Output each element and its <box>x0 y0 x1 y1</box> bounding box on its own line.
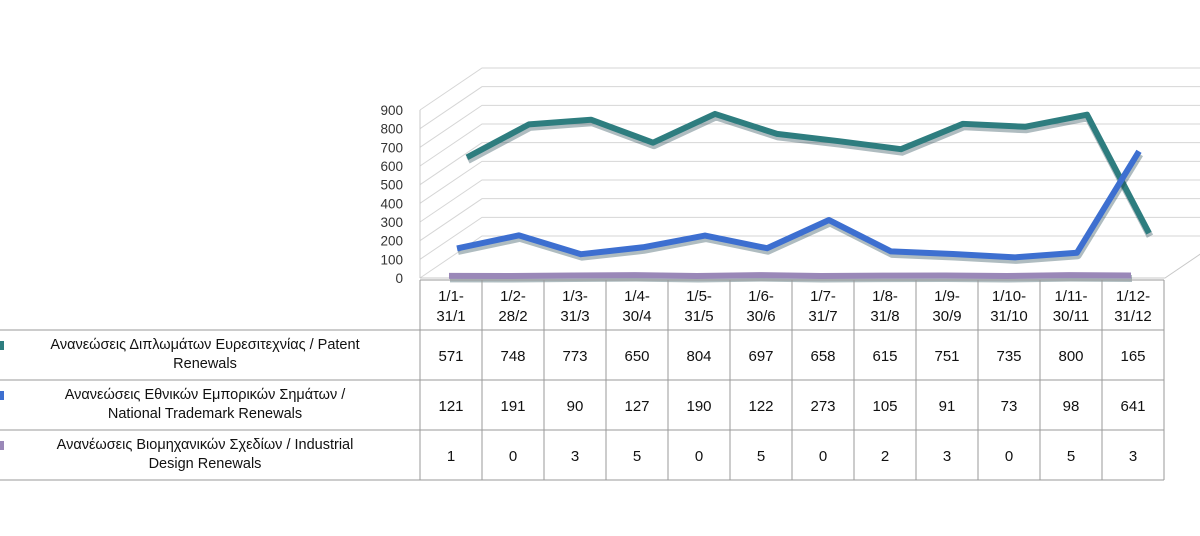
series-line <box>465 110 1152 235</box>
table-cell-value: 615 <box>872 348 897 365</box>
table-cell-value: 121 <box>438 398 463 415</box>
x-tick-label: 1/8-31/8 <box>870 288 899 325</box>
x-tick-label: 1/11-30/11 <box>1053 288 1089 325</box>
y-tick-label: 500 <box>380 178 403 193</box>
y-tick-label: 900 <box>380 103 403 118</box>
table-cell-value: 3 <box>943 448 951 465</box>
series-lines <box>448 110 1154 283</box>
x-tick-label: 1/3-31/3 <box>560 288 589 325</box>
table-cell-value: 735 <box>996 348 1021 365</box>
gridline <box>419 86 1200 130</box>
table-cell-value: 3 <box>571 448 579 465</box>
data-table: 1/1-31/1 1/2-28/2 1/3-31/3 1/4-30/4 1/5-31/5… <box>0 279 1165 481</box>
table-cell-value: 5 <box>757 448 765 465</box>
series-line <box>456 149 1142 261</box>
gridline <box>419 67 1200 111</box>
table-cell-value: 3 <box>1129 448 1137 465</box>
table-cell-value: 804 <box>686 348 711 365</box>
legend-key <box>0 341 4 350</box>
table-cell-value: 0 <box>695 448 703 465</box>
table-cell-value: 641 <box>1120 398 1145 415</box>
gridline <box>419 142 1200 186</box>
series-label: Ανανέωσεις Βιομηχανικών Σχεδίων / Indust… <box>57 437 354 472</box>
table-cell-value: 90 <box>567 398 584 415</box>
series-line-shadow <box>457 152 1143 264</box>
table-cell-value: 748 <box>500 348 525 365</box>
table-cell-value: 0 <box>819 448 827 465</box>
y-tick-label: 800 <box>380 122 403 137</box>
table-cell-value: 191 <box>500 398 525 415</box>
table-cell-value: 697 <box>748 348 773 365</box>
table-cell-value: 1 <box>447 448 455 465</box>
table-cell-value: 190 <box>686 398 711 415</box>
x-tick-label: 1/4-30/4 <box>622 288 651 325</box>
table-cell-value: 5 <box>633 448 641 465</box>
x-tick-label: 1/10-31/10 <box>990 288 1028 325</box>
table-cell-value: 105 <box>872 398 897 415</box>
y-tick-label: 0 <box>395 271 403 286</box>
table-cell-value: 73 <box>1001 398 1018 415</box>
x-tick-label: 1/6-30/6 <box>746 288 775 325</box>
table-cell-value: 165 <box>1120 348 1145 365</box>
legend-key <box>0 441 4 450</box>
x-tick-label: 1/2-28/2 <box>498 288 527 325</box>
x-tick-label: 1/5-31/5 <box>684 288 713 325</box>
legend-key <box>0 391 4 400</box>
table-cell-value: 800 <box>1058 348 1083 365</box>
series-line <box>448 272 1132 279</box>
x-tick-label: 1/12-31/12 <box>1114 288 1152 325</box>
y-tick-label: 200 <box>380 234 403 249</box>
gridline <box>419 104 1200 148</box>
gridline <box>419 198 1200 242</box>
x-tick-label: 1/7-31/7 <box>808 288 837 325</box>
gridline <box>419 235 1200 279</box>
gridline <box>419 160 1200 204</box>
table-cell-value: 127 <box>624 398 649 415</box>
y-tick-label: 600 <box>380 159 403 174</box>
table-cell-value: 91 <box>939 398 956 415</box>
y-tick-label: 400 <box>380 196 403 211</box>
table-cell-value: 0 <box>509 448 517 465</box>
table-cell-value: 122 <box>748 398 773 415</box>
y-tick-label: 100 <box>380 252 403 267</box>
gridline <box>419 216 1200 260</box>
series-label: Ανανεώσεις Διπλωμάτων Ευρεσιτεχνίας / Pa… <box>50 337 359 372</box>
x-tick-label: 1/1-31/1 <box>436 288 465 325</box>
y-axis: 0 100 200 300 400 500 600 700 800 900 <box>380 103 403 286</box>
table-cell-value: 650 <box>624 348 649 365</box>
table-cell-value: 751 <box>934 348 959 365</box>
table-cell-value: 658 <box>810 348 835 365</box>
table-cell-value: 2 <box>881 448 889 465</box>
gridline <box>419 179 1200 223</box>
table-cell-value: 273 <box>810 398 835 415</box>
y-tick-label: 700 <box>380 140 403 155</box>
table-cell-value: 98 <box>1063 398 1080 415</box>
table-cell-value: 773 <box>562 348 587 365</box>
y-tick-label: 300 <box>380 215 403 230</box>
table-cell-value: 571 <box>438 348 463 365</box>
table-cell-value: 5 <box>1067 448 1075 465</box>
table-cell-value: 0 <box>1005 448 1013 465</box>
x-tick-label: 1/9-30/9 <box>932 288 961 325</box>
series-label: Ανανεώσεις Εθνικών Εμπορικών Σημάτων / Na… <box>65 387 347 422</box>
